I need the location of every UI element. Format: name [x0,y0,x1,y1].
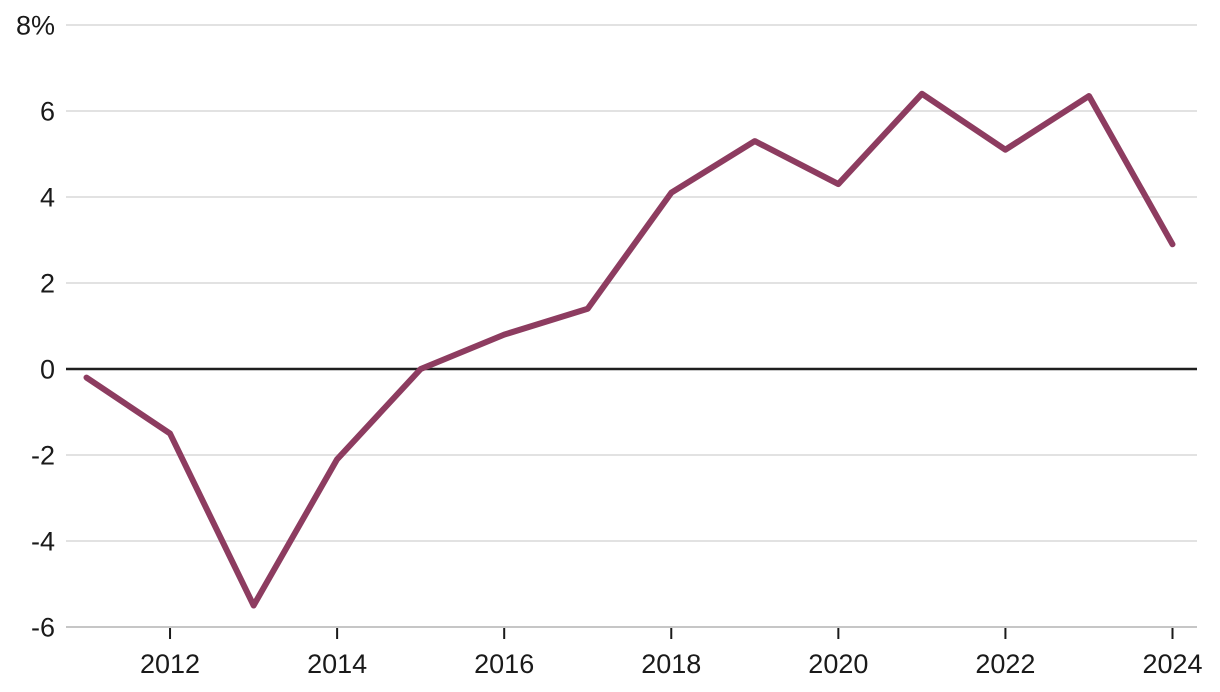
y-tick-label: 6 [40,97,55,127]
y-tick-label: -4 [31,527,55,557]
x-tick-label: 2016 [474,649,534,679]
x-tick-label: 2020 [808,649,868,679]
y-tick-label: 0 [40,355,55,385]
y-tick-label: 8% [16,11,55,41]
y-tick-label: -6 [31,613,55,643]
x-tick-label: 2018 [641,649,701,679]
x-tick-label: 2024 [1142,649,1202,679]
x-tick-label: 2022 [975,649,1035,679]
x-tick-label: 2012 [140,649,200,679]
x-tick-label: 2014 [307,649,367,679]
y-tick-label: 2 [40,269,55,299]
data-line-series [83,90,1176,609]
y-tick-label: 4 [40,183,55,213]
y-tick-label: -2 [31,441,55,471]
